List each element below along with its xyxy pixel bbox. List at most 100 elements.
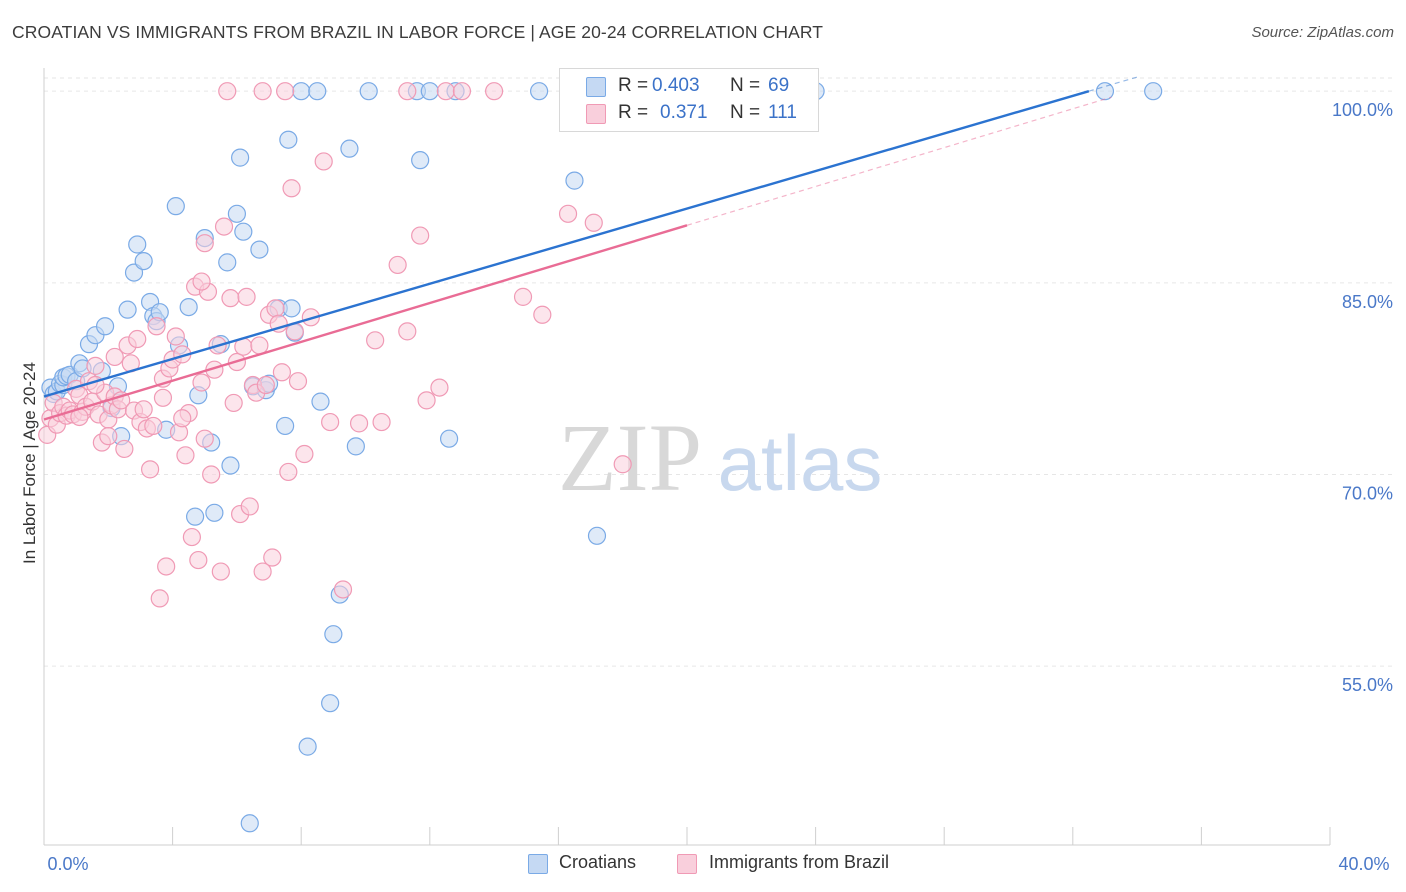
series-immigrants-from-brazil bbox=[38, 82, 632, 608]
watermark-zip: ZIP bbox=[558, 404, 702, 511]
croatian-point-58 bbox=[340, 139, 359, 158]
brazil-point-40 bbox=[166, 327, 185, 346]
brazil-point-74 bbox=[276, 82, 295, 101]
y-tick-label-1: 70.0% bbox=[1342, 483, 1393, 503]
legend-n-label-1: N = bbox=[730, 102, 761, 123]
croatian-point-66 bbox=[530, 82, 549, 101]
brazil-point-71 bbox=[266, 299, 285, 318]
legend-n-label-0: N = bbox=[730, 75, 761, 96]
brazil-point-33 bbox=[144, 416, 163, 436]
brazil-point-66 bbox=[250, 336, 269, 355]
brazil-point-85 bbox=[372, 412, 391, 432]
croatian-point-49 bbox=[282, 299, 301, 318]
brazil-point-57 bbox=[221, 289, 240, 308]
legend-r-label-0: R = bbox=[618, 75, 649, 96]
brazil-point-106 bbox=[349, 414, 369, 433]
y-axis-label: In Labor Force | Age 20-24 bbox=[20, 362, 39, 564]
croatian-point-41 bbox=[240, 814, 259, 833]
brazil-point-56 bbox=[218, 82, 237, 101]
y-tick-label-2: 85.0% bbox=[1342, 292, 1393, 312]
brazil-point-99 bbox=[613, 455, 632, 474]
croatian-point-37 bbox=[221, 456, 240, 475]
brazil-point-37 bbox=[157, 557, 176, 576]
legend-n-value-0: 69 bbox=[768, 75, 790, 96]
croatian-point-52 bbox=[298, 737, 317, 756]
croatian-point-56 bbox=[324, 625, 343, 644]
chart-title: CROATIAN VS IMMIGRANTS FROM BRAZIL IN LA… bbox=[12, 22, 824, 42]
legend-r-value-0: 0.403 bbox=[652, 75, 700, 96]
grid-lines bbox=[44, 77, 1395, 667]
trend-line-0 bbox=[43, 90, 1090, 398]
brazil-point-68 bbox=[256, 375, 275, 395]
croatian-point-40 bbox=[234, 222, 253, 241]
brazil-point-45 bbox=[182, 527, 201, 547]
brazil-point-73 bbox=[272, 363, 292, 382]
brazil-point-32 bbox=[140, 460, 160, 479]
brazil-point-62 bbox=[237, 287, 256, 306]
croatian-point-20 bbox=[128, 235, 147, 254]
brazil-point-110 bbox=[398, 82, 417, 101]
brazil-point-107 bbox=[192, 272, 211, 291]
brazil-point-15 bbox=[86, 356, 105, 375]
brazil-point-82 bbox=[321, 412, 340, 432]
croatian-point-30 bbox=[186, 507, 205, 526]
croatian-point-59 bbox=[346, 437, 365, 456]
bottom-legend-swatch-croatians bbox=[528, 854, 548, 874]
brazil-point-100 bbox=[195, 429, 214, 448]
x-tick-label-min: 0.0% bbox=[47, 854, 88, 874]
axes bbox=[43, 68, 1331, 846]
brazil-point-88 bbox=[411, 226, 430, 245]
stats-legend: R = 0.403 N = 69 R = 0.371 N = 111 bbox=[559, 68, 819, 132]
brazil-point-58 bbox=[224, 393, 243, 413]
brazil-point-76 bbox=[282, 179, 301, 198]
croatian-point-29 bbox=[179, 297, 198, 317]
brazil-point-91 bbox=[436, 82, 455, 101]
legend-n-value-1: 111 bbox=[768, 102, 797, 123]
croatian-point-27 bbox=[166, 197, 185, 216]
croatian-point-62 bbox=[411, 151, 430, 170]
brazil-point-75 bbox=[279, 462, 298, 482]
legend-swatch-croatians bbox=[586, 77, 606, 97]
brazil-point-96 bbox=[558, 204, 578, 223]
brazil-point-48 bbox=[192, 373, 211, 392]
croatian-point-39 bbox=[231, 148, 250, 167]
brazil-point-30 bbox=[134, 400, 153, 419]
watermark: ZIP atlas bbox=[558, 404, 882, 511]
bottom-legend-swatch-brazil bbox=[677, 854, 697, 874]
brazil-point-43 bbox=[176, 446, 195, 465]
croatian-point-51 bbox=[292, 82, 311, 101]
croatian-point-60 bbox=[359, 82, 378, 101]
bottom-legend-croatians: Croatians bbox=[559, 852, 637, 872]
legend-r-label-1: R = bbox=[618, 102, 649, 123]
brazil-point-34 bbox=[147, 317, 166, 336]
croatian-point-48 bbox=[279, 130, 298, 149]
brazil-point-97 bbox=[584, 213, 603, 232]
brazil-point-67 bbox=[253, 562, 272, 581]
brazil-point-54 bbox=[211, 562, 230, 581]
brazil-point-105 bbox=[253, 82, 272, 101]
croatian-point-55 bbox=[321, 694, 340, 713]
brazil-point-51 bbox=[202, 465, 221, 484]
croatian-point-43 bbox=[250, 240, 269, 259]
chart-source: Source: ZipAtlas.com bbox=[1251, 24, 1394, 41]
brazil-point-83 bbox=[333, 580, 353, 599]
brazil-point-90 bbox=[430, 378, 449, 397]
brazil-point-108 bbox=[99, 427, 118, 446]
brazil-point-89 bbox=[417, 391, 436, 410]
y-tick-labels: 55.0% 70.0% 85.0% 100.0% bbox=[1332, 100, 1393, 695]
croatian-point-21 bbox=[134, 251, 153, 271]
brazil-point-49 bbox=[195, 234, 214, 253]
brazil-point-102 bbox=[153, 388, 173, 407]
croatian-point-36 bbox=[218, 253, 237, 272]
brazil-point-86 bbox=[388, 255, 407, 275]
brazil-point-94 bbox=[513, 287, 533, 306]
trend-lines bbox=[43, 76, 1138, 421]
brazil-point-84 bbox=[366, 331, 385, 350]
croatian-point-67 bbox=[565, 171, 584, 190]
croatian-point-68 bbox=[587, 526, 607, 545]
legend-swatch-brazil bbox=[586, 104, 606, 124]
bottom-legend: Croatians Immigrants from Brazil bbox=[0, 852, 1406, 876]
y-tick-label-3: 100.0% bbox=[1332, 100, 1393, 120]
x-tick-label-max: 40.0% bbox=[1338, 854, 1389, 874]
